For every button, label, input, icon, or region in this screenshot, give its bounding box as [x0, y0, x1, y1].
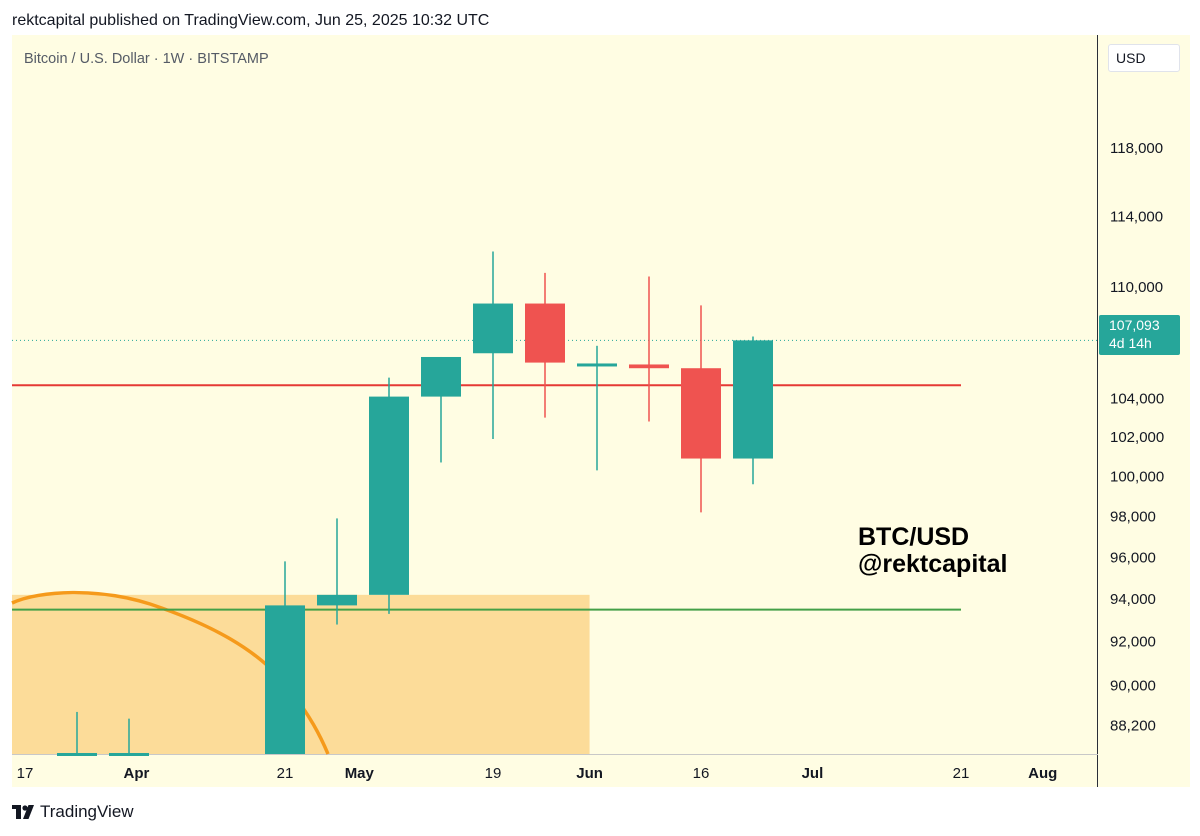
candle-body [629, 364, 669, 369]
price-tick-label: 114,000 [1110, 208, 1163, 225]
price-tick-label: 98,000 [1110, 508, 1156, 525]
price-tick-label: 100,000 [1110, 468, 1164, 485]
candle-body [681, 368, 721, 459]
candle-body [473, 303, 513, 354]
time-tick-label: Apr [124, 765, 150, 782]
candle-body [577, 363, 617, 367]
price-tick-label: 96,000 [1110, 549, 1156, 566]
candle-body [57, 753, 97, 756]
last-price-value: 107,093 [1109, 317, 1160, 333]
watermark-author: @rektcapital [858, 550, 1008, 578]
tradingview-footer[interactable]: TradingView [12, 802, 134, 822]
last-price-tag: 107,093 4d 14h [1099, 315, 1180, 355]
price-tick-label: 92,000 [1110, 634, 1156, 651]
price-tick-label: 90,000 [1110, 677, 1156, 694]
candle-body [317, 594, 357, 606]
time-tick-label: 16 [693, 765, 710, 782]
published-header: rektcapital published on TradingView.com… [12, 12, 490, 29]
price-tick-label: 110,000 [1110, 279, 1163, 296]
time-tick-label: Jun [576, 765, 603, 782]
time-tick-label: May [345, 765, 375, 782]
price-tick-label: 102,000 [1110, 429, 1164, 446]
time-tick-label: Jul [802, 765, 824, 782]
tradingview-logo-icon [12, 805, 34, 819]
price-tick-label: 88,200 [1110, 717, 1156, 734]
price-tick-label: 94,000 [1110, 591, 1156, 608]
time-tick-label: 19 [485, 765, 502, 782]
candle-body [265, 605, 305, 754]
bar-countdown: 4d 14h [1109, 335, 1152, 351]
price-tick-label: 104,000 [1110, 391, 1164, 408]
candle-body [525, 303, 565, 363]
candle-body [733, 340, 773, 459]
symbol-title[interactable]: Bitcoin / U.S. Dollar · 1W · BITSTAMP [24, 51, 269, 67]
candle-body [109, 753, 149, 756]
tradingview-brand: TradingView [40, 802, 134, 821]
watermark-pair: BTC/USD [858, 523, 970, 551]
candle-body [421, 356, 461, 397]
time-axis-border [12, 754, 1098, 755]
candle-body [369, 396, 409, 595]
time-tick-label: Aug [1028, 765, 1057, 782]
price-tick-label: 118,000 [1110, 140, 1163, 157]
time-tick-label: 21 [953, 765, 970, 782]
price-axis-border [1097, 35, 1098, 787]
price-axis[interactable] [1098, 35, 1190, 787]
currency-selector[interactable]: USD [1108, 44, 1180, 72]
arc-curve [11, 590, 330, 755]
time-tick-label: 17 [17, 765, 34, 782]
chart-watermark: BTC/USD @rektcapital [858, 524, 1007, 578]
time-tick-label: 21 [277, 765, 294, 782]
